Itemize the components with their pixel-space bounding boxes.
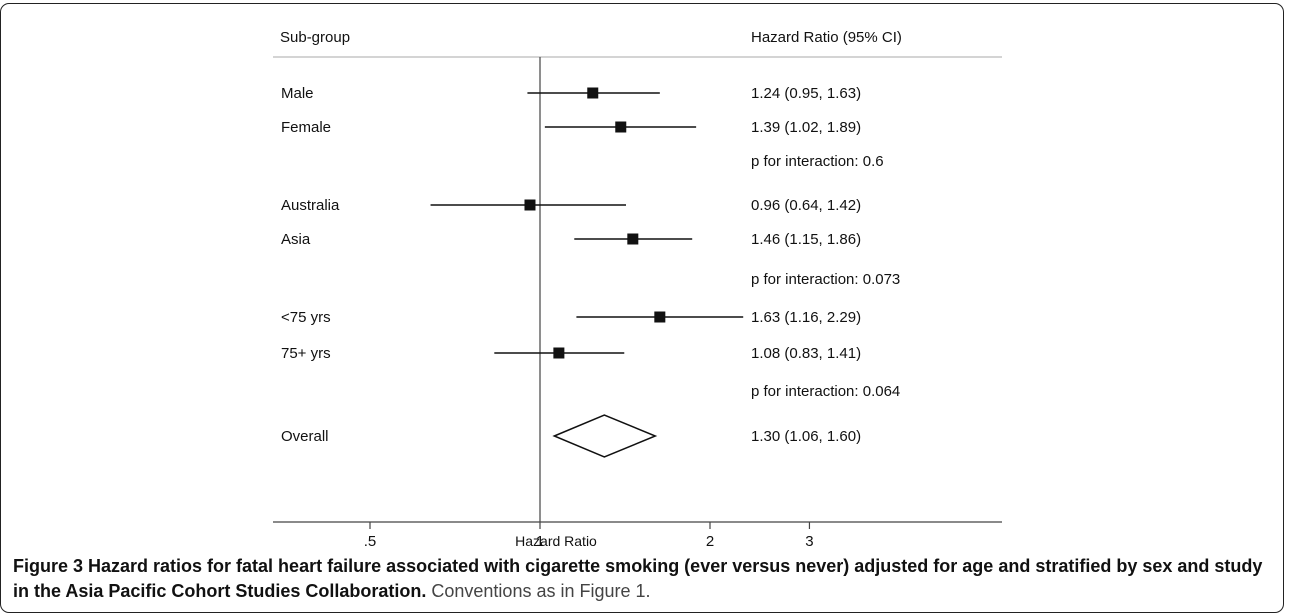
point-estimate-square [587, 87, 599, 99]
point-estimate-square [654, 311, 666, 323]
point-estimate-square [615, 121, 627, 133]
rows-layer: Male 1.24 (0.95, 1.63) Female 1.39 (1.02, 1… [281, 85, 900, 458]
interaction-note: p for interaction: 0.073 [751, 271, 900, 288]
hazard-ratio-text: 1.24 (0.95, 1.63) [751, 85, 861, 102]
forest-row-7: 75+ yrs 1.08 (0.83, 1.41) [281, 345, 861, 362]
figure-caption: Figure 3 Hazard ratios for fatal heart f… [13, 554, 1275, 604]
hazard-ratio-text: 1.39 (1.02, 1.89) [751, 119, 861, 136]
x-axis-title: Hazard Ratio [515, 533, 597, 549]
forest-row-4: Asia 1.46 (1.15, 1.86) [281, 231, 861, 248]
x-tick-label: 2 [706, 533, 714, 550]
interaction-note: p for interaction: 0.6 [751, 153, 884, 170]
header-hazard-ratio: Hazard Ratio (95% CI) [751, 29, 902, 46]
subgroup-label: Overall [281, 428, 329, 445]
forest-row-2: p for interaction: 0.6 [751, 153, 884, 170]
caption-note: Conventions as in Figure 1. [426, 581, 651, 601]
subgroup-label: <75 yrs [281, 309, 331, 326]
point-estimate-square [524, 199, 536, 211]
interaction-note: p for interaction: 0.064 [751, 383, 900, 400]
subgroup-label: Male [281, 85, 314, 102]
forest-plot: Sub-group Hazard Ratio (95% CI) Male 1.24… [273, 29, 1002, 550]
x-tick-label: .5 [364, 533, 377, 550]
forest-row-6: <75 yrs 1.63 (1.16, 2.29) [281, 309, 861, 326]
header-subgroup: Sub-group [280, 29, 350, 46]
subgroup-label: Asia [281, 231, 311, 248]
hazard-ratio-text: 1.30 (1.06, 1.60) [751, 428, 861, 445]
hazard-ratio-text: 0.96 (0.64, 1.42) [751, 197, 861, 214]
hazard-ratio-text: 1.63 (1.16, 2.29) [751, 309, 861, 326]
axis-layer: .5 1 2 3 [364, 522, 814, 550]
forest-row-1: Female 1.39 (1.02, 1.89) [281, 119, 861, 136]
forest-row-8: p for interaction: 0.064 [751, 383, 900, 400]
figure-frame [0, 3, 1284, 613]
subgroup-label: 75+ yrs [281, 345, 331, 362]
x-tick-label: 1 [536, 533, 544, 550]
subgroup-label: Australia [281, 197, 340, 214]
overall-diamond [552, 414, 658, 458]
point-estimate-square [553, 347, 565, 359]
forest-row-3: Australia 0.96 (0.64, 1.42) [281, 197, 861, 214]
hazard-ratio-text: 1.08 (0.83, 1.41) [751, 345, 861, 362]
forest-row-0: Male 1.24 (0.95, 1.63) [281, 85, 861, 102]
x-tick-label: 3 [805, 533, 813, 550]
caption-title: Figure 3 Hazard ratios for fatal heart f… [13, 556, 1263, 601]
forest-row-9: Overall 1.30 (1.06, 1.60) [281, 414, 861, 458]
hazard-ratio-text: 1.46 (1.15, 1.86) [751, 231, 861, 248]
point-estimate-square [627, 233, 639, 245]
subgroup-label: Female [281, 119, 331, 136]
forest-row-5: p for interaction: 0.073 [751, 271, 900, 288]
